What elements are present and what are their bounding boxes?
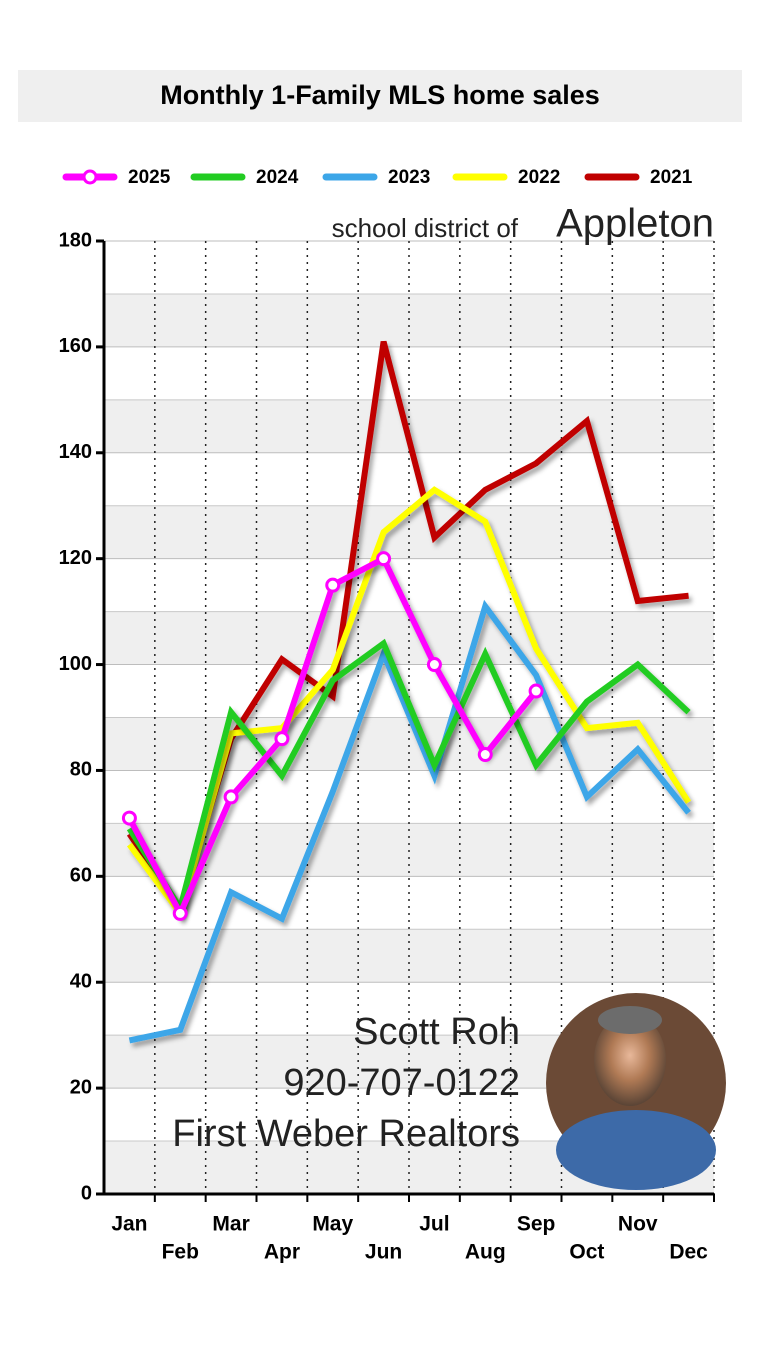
y-tick-label: 140 (59, 441, 92, 463)
point-marker (223, 789, 239, 805)
x-tick-label: Nov (618, 1213, 658, 1236)
point-marker (274, 731, 290, 747)
y-tick-label: 20 (70, 1076, 92, 1098)
agent-company: First Weber Realtors (172, 1113, 520, 1155)
point-marker (172, 905, 188, 921)
y-tick-label: 180 (59, 229, 92, 251)
x-tick-label: Sep (517, 1213, 556, 1236)
y-tick-label: 120 (59, 547, 92, 569)
agent-phone: 920-707-0122 (283, 1062, 520, 1104)
x-tick-label: Mar (212, 1213, 249, 1236)
subtitle-place: Appleton (556, 202, 714, 246)
y-tick-label: 80 (70, 759, 92, 781)
y-tick-label: 60 (70, 865, 92, 887)
series-line (127, 486, 692, 921)
x-tick-label: Jun (365, 1241, 402, 1264)
legend-label: 2023 (388, 167, 430, 188)
agent-name: Scott Roh (353, 1011, 520, 1053)
y-tick-label: 40 (70, 971, 92, 993)
point-marker (477, 747, 493, 763)
x-tick-label: Aug (465, 1241, 506, 1264)
series-line (128, 599, 691, 1044)
chart-title: Monthly 1-Family MLS home sales (160, 80, 600, 110)
legend-label: 2022 (518, 167, 560, 188)
x-tick-label: Feb (162, 1241, 199, 1264)
x-tick-label: Oct (569, 1241, 604, 1264)
legend-label: 2025 (128, 167, 171, 188)
y-tick-label: 160 (59, 335, 92, 357)
series-line (126, 638, 691, 916)
grid-band (104, 293, 714, 347)
legend-label: 2024 (256, 167, 299, 188)
y-tick-label: 100 (59, 653, 92, 675)
point-marker (426, 657, 442, 673)
legend-marker (82, 169, 98, 185)
title-band (18, 70, 742, 122)
x-tick-label: May (312, 1213, 353, 1236)
x-tick-label: Jan (111, 1213, 147, 1236)
y-tick-label: 0 (81, 1182, 92, 1204)
subtitle: school district of (332, 213, 519, 243)
point-marker (325, 577, 341, 593)
point-marker (376, 551, 392, 567)
legend-label: 2021 (650, 167, 693, 188)
point-marker (121, 810, 137, 826)
x-tick-label: Jul (419, 1213, 449, 1236)
x-tick-label: Dec (669, 1241, 708, 1264)
agent-photo (546, 993, 726, 1190)
x-tick-label: Apr (264, 1241, 300, 1264)
point-marker (528, 683, 544, 699)
